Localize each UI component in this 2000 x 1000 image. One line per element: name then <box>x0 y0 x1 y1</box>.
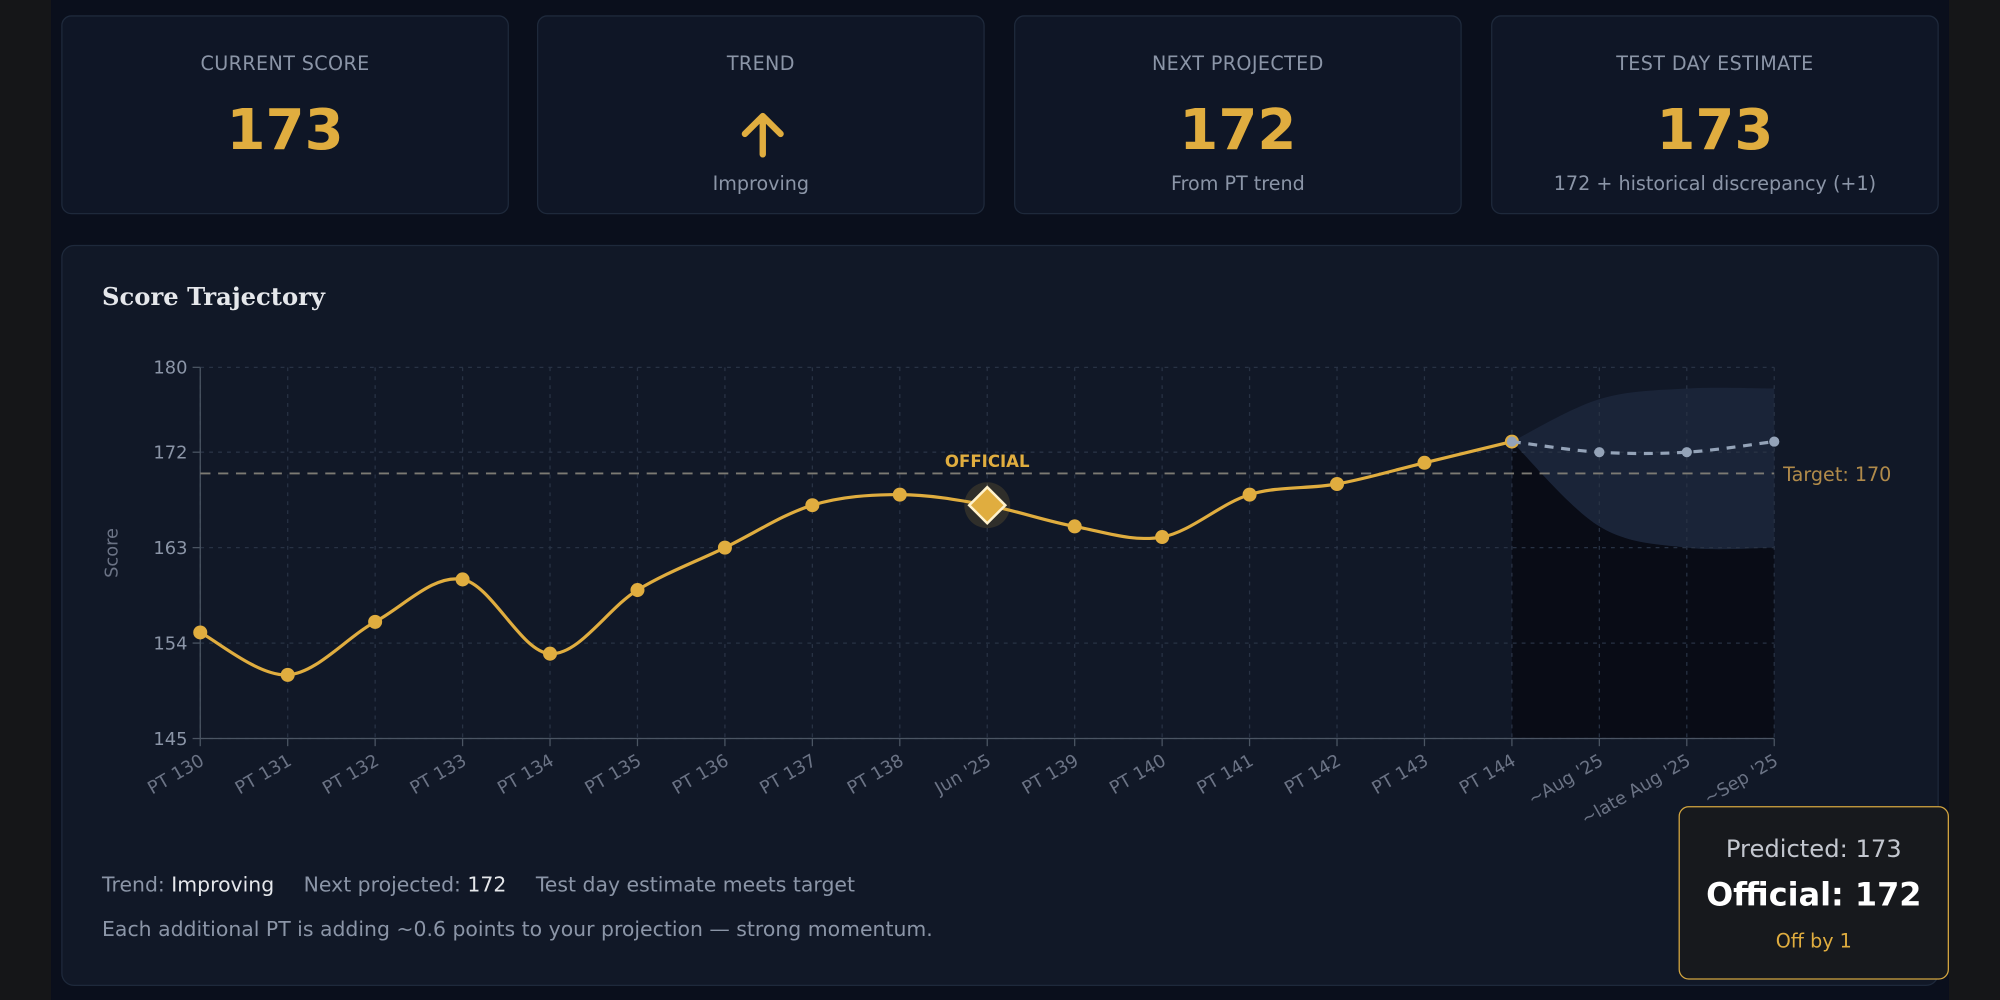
data-point <box>280 667 295 682</box>
momentum-note: Each additional PT is adding ~0.6 points… <box>102 917 933 942</box>
data-point <box>1242 487 1257 502</box>
confidence-band <box>1511 387 1775 550</box>
card-label: CURRENT SCORE <box>200 52 370 76</box>
x-tick-label: PT 141 <box>1194 750 1258 799</box>
x-tick-label: PT 131 <box>232 750 296 799</box>
series-line <box>1511 439 1775 456</box>
y-tick-label: 172 <box>153 443 187 464</box>
series-line <box>199 440 1513 677</box>
card: TREND Improving <box>536 15 985 215</box>
data-point <box>193 625 208 640</box>
note: Test day estimate meets target <box>535 872 855 897</box>
data-point <box>1155 530 1170 545</box>
data-point <box>543 646 558 661</box>
data-point <box>805 498 820 513</box>
y-tick-label: 180 <box>153 358 187 379</box>
official-marker <box>967 485 1008 526</box>
data-point <box>1594 447 1605 458</box>
arrow-up-icon <box>741 112 784 158</box>
card: TEST DAY ESTIMATE 173 172 + historical d… <box>1491 15 1939 215</box>
tooltip-predicted: Predicted: 173 <box>1725 835 1902 864</box>
target-label: Target: 170 <box>1782 463 1891 486</box>
x-tick-label: PT 142 <box>1281 750 1345 799</box>
annotation: OFFICIAL <box>945 452 1030 471</box>
label: Next projected: <box>303 872 461 897</box>
x-tick-label: ~Sep '25 <box>1700 750 1781 809</box>
y-tick-label: 163 <box>153 538 187 559</box>
x-tick-label: PT 135 <box>581 750 645 799</box>
value: Improving <box>171 872 275 897</box>
x-tick-label: PT 138 <box>844 750 908 799</box>
card-label: TEST DAY ESTIMATE <box>1616 52 1814 76</box>
data-point <box>455 572 470 587</box>
data-point <box>1067 519 1082 534</box>
data-point <box>1417 455 1432 470</box>
tooltip: Predicted: 173 Official: 172 Off by 1 <box>1678 806 1949 980</box>
x-tick-label: PT 132 <box>319 750 383 799</box>
x-tick-label: PT 139 <box>1019 750 1083 799</box>
card-sub: From PT trend <box>1170 172 1305 196</box>
data-point <box>1330 476 1345 492</box>
x-tick-label: PT 144 <box>1456 750 1520 799</box>
y-axis-label: Score <box>101 528 122 578</box>
tooltip-official: Official: 172 <box>1706 876 1922 914</box>
chart-title: Score Trajectory <box>102 283 325 312</box>
card-value: 173 <box>226 98 344 164</box>
card-label: NEXT PROJECTED <box>1151 52 1324 76</box>
value: 172 <box>467 872 507 897</box>
data-point <box>892 487 907 502</box>
x-tick-label: Jun '25 <box>931 750 995 799</box>
x-tick-label: PT 143 <box>1368 750 1432 799</box>
card: NEXT PROJECTED 172 From PT trend <box>1014 15 1462 215</box>
card-value: 173 <box>1656 98 1774 164</box>
y-tick-label: 154 <box>153 633 187 654</box>
data-point <box>717 540 732 555</box>
card-value: 172 <box>1179 98 1297 164</box>
data-point <box>1769 436 1780 447</box>
x-tick-label: PT 130 <box>144 750 208 799</box>
card: CURRENT SCORE 173 <box>61 15 509 215</box>
x-tick-label: PT 137 <box>756 750 820 799</box>
data-point <box>1506 436 1518 447</box>
x-tick-label: PT 136 <box>669 750 733 799</box>
x-tick-label: PT 140 <box>1106 750 1170 799</box>
projection-shade <box>1511 441 1775 739</box>
label: Trend: <box>102 872 165 897</box>
y-tick-label: 145 <box>153 729 187 750</box>
data-point <box>368 614 383 629</box>
data-point <box>630 583 645 598</box>
x-tick-label: PT 134 <box>494 750 558 799</box>
card-sub: 172 + historical discrepancy (+1) <box>1553 172 1877 196</box>
tooltip-diff: Off by 1 <box>1775 929 1852 953</box>
card-sub: Improving <box>712 172 810 196</box>
x-tick-label: PT 133 <box>407 750 471 799</box>
card-label: TREND <box>726 52 795 76</box>
summary-line: Trend: Improving Next projected: 172 Tes… <box>102 872 855 896</box>
data-point <box>1681 447 1692 458</box>
